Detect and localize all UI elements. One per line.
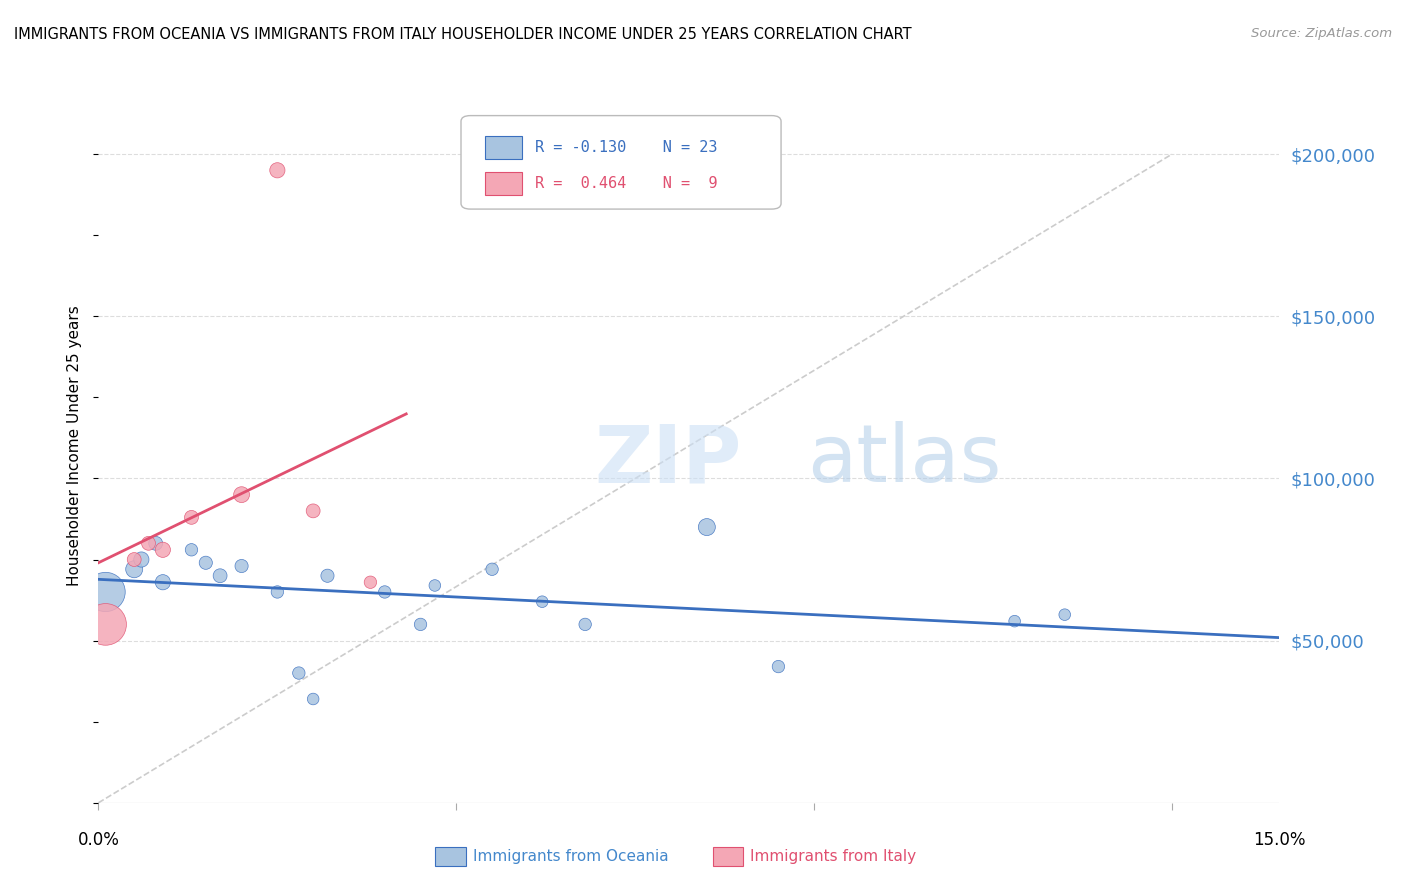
Point [574,617,596,632]
Bar [434,847,465,865]
Point [696,520,718,534]
Point [231,488,253,502]
Text: 0.0%: 0.0% [77,831,120,849]
Point [180,542,202,557]
Text: atlas: atlas [807,421,1001,500]
Point [316,568,339,582]
Point [122,552,145,566]
Text: 15.0%: 15.0% [1253,831,1306,849]
Point [359,575,381,590]
Point [481,562,503,576]
Point [152,542,174,557]
Point [374,585,396,599]
Bar [713,847,744,865]
Bar [485,172,523,194]
Bar [485,136,523,159]
Point [531,595,554,609]
Point [94,617,117,632]
Point [145,536,167,550]
Point [209,568,232,582]
Text: Source: ZipAtlas.com: Source: ZipAtlas.com [1251,27,1392,40]
Point [266,163,288,178]
Text: Immigrants from Italy: Immigrants from Italy [751,849,917,863]
Point [302,692,325,706]
Y-axis label: Householder Income Under 25 years: Householder Income Under 25 years [67,306,83,586]
Text: IMMIGRANTS FROM OCEANIA VS IMMIGRANTS FROM ITALY HOUSEHOLDER INCOME UNDER 25 YEA: IMMIGRANTS FROM OCEANIA VS IMMIGRANTS FR… [14,27,911,42]
Point [180,510,202,524]
Point [302,504,325,518]
Text: R = -0.130    N = 23: R = -0.130 N = 23 [536,140,718,155]
Text: Immigrants from Oceania: Immigrants from Oceania [472,849,668,863]
Point [231,559,253,574]
Point [768,659,790,673]
Point [423,578,446,592]
Point [1004,614,1026,628]
Point [131,552,153,566]
Point [138,536,160,550]
Point [266,585,288,599]
Point [288,666,311,681]
Point [1053,607,1076,622]
Text: R =  0.464    N =  9: R = 0.464 N = 9 [536,176,718,191]
Point [194,556,217,570]
Point [409,617,432,632]
Point [94,585,117,599]
FancyBboxPatch shape [461,116,782,209]
Point [152,575,174,590]
Text: ZIP: ZIP [595,421,742,500]
Point [122,562,145,576]
